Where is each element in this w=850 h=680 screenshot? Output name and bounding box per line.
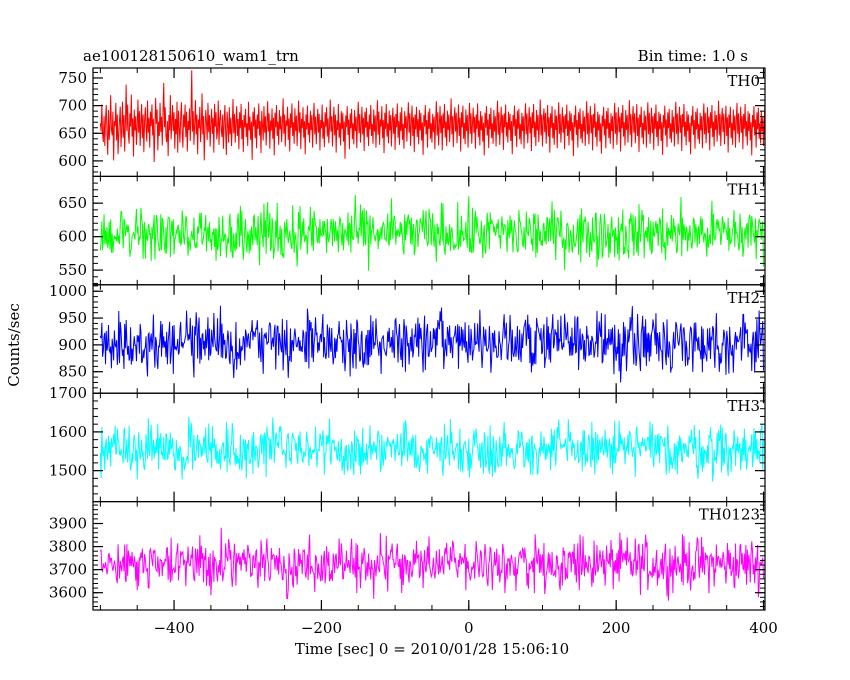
y-tick-label: 650 — [58, 124, 87, 142]
panels-group: 600 650 700 750 TH0 550 600 650 TH1 850 900 950 1000… — [49, 67, 778, 637]
x-tick-label: −200 — [301, 619, 342, 637]
bin-time-label: Bin time: 1.0 s — [638, 47, 748, 65]
y-tick-label: 850 — [58, 363, 87, 381]
y-tick-label: 3600 — [49, 584, 87, 602]
y-axis-label: Counts/sec — [5, 303, 23, 387]
x-tick-label: 400 — [749, 619, 778, 637]
y-tick-label: 900 — [58, 336, 87, 354]
y-tick-label: 600 — [58, 152, 87, 170]
y-tick-label: 750 — [58, 69, 87, 87]
y-tick-label: 950 — [58, 309, 87, 327]
series-line-th2 — [99, 305, 765, 383]
panel-label-th0123: TH0123 — [699, 506, 760, 524]
x-tick-label: −400 — [153, 619, 194, 637]
series-line-th3 — [99, 416, 765, 482]
x-tick-label: 0 — [464, 619, 474, 637]
y-tick-label: 650 — [58, 194, 87, 212]
chart-title: ae100128150610_wam1_trn — [83, 47, 299, 65]
y-tick-label: 3900 — [49, 515, 87, 533]
y-tick-label: 1000 — [49, 282, 87, 300]
series-line-th0 — [99, 70, 765, 163]
y-tick-label: 550 — [58, 261, 87, 279]
y-tick-label: 700 — [58, 97, 87, 115]
x-axis-label: Time [sec] 0 = 2010/01/28 15:06:10 — [295, 640, 569, 658]
panel-label-th2: TH2 — [727, 289, 760, 307]
y-tick-label: 1600 — [49, 423, 87, 441]
panel-label-th3: TH3 — [727, 397, 760, 415]
y-tick-label: 1700 — [49, 384, 87, 402]
series-line-th0123 — [99, 527, 765, 601]
y-tick-label: 3700 — [49, 561, 87, 579]
y-tick-label: 600 — [58, 228, 87, 246]
series-line-th1 — [99, 194, 765, 271]
panel-frame-th3 — [92, 392, 766, 503]
y-tick-label: 3800 — [49, 538, 87, 556]
y-tick-label: 1500 — [49, 462, 87, 480]
panel-label-th1: TH1 — [727, 180, 760, 198]
x-tick-label: 200 — [602, 619, 631, 637]
panel-label-th0: TH0 — [727, 72, 760, 90]
